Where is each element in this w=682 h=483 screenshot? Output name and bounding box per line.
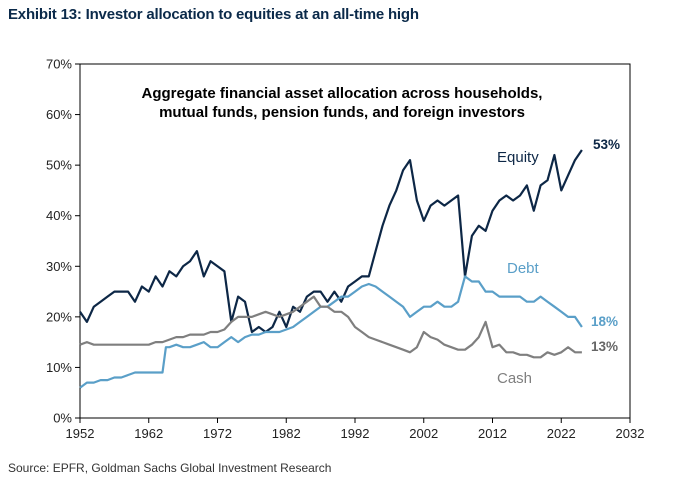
- x-tick-label: 2022: [547, 426, 576, 441]
- cash-series-line: [79, 295, 582, 359]
- x-tick-label: 2032: [616, 426, 645, 441]
- equity-end-label: 53%: [593, 137, 620, 152]
- x-tick-label: 1982: [272, 426, 301, 441]
- series-layer: [79, 149, 583, 389]
- y-tick-label: 60%: [46, 107, 72, 122]
- y-axis: 0% 10% 20% 30% 40% 50% 60% 70%: [46, 57, 80, 426]
- cash-series-label: Cash: [497, 370, 532, 387]
- debt-series-label: Debt: [507, 260, 540, 277]
- chart-subtitle-line-1: Aggregate financial asset allocation acr…: [142, 85, 543, 102]
- x-axis: 1952 1962 1972 1982 1992 2002 2012 2022 2032: [66, 418, 645, 441]
- equity-series-label: Equity: [497, 149, 539, 166]
- y-tick-label: 30%: [46, 259, 72, 274]
- x-tick-label: 1952: [66, 426, 95, 441]
- cash-end-label: 13%: [591, 339, 618, 354]
- y-tick-label: 70%: [46, 57, 72, 72]
- x-tick-label: 1962: [134, 426, 163, 441]
- source-note: Source: EPFR, Goldman Sachs Global Inves…: [8, 461, 332, 475]
- debt-end-label: 18%: [591, 314, 618, 329]
- y-tick-label: 40%: [46, 208, 72, 223]
- x-tick-label: 2002: [409, 426, 438, 441]
- y-tick-label: 20%: [46, 309, 72, 324]
- y-tick-label: 10%: [46, 360, 72, 375]
- exhibit-title: Exhibit 13: Investor allocation to equit…: [8, 6, 419, 23]
- x-tick-label: 2012: [478, 426, 507, 441]
- y-tick-label: 50%: [46, 158, 72, 173]
- x-tick-label: 1992: [341, 426, 370, 441]
- y-tick-label: 0%: [53, 411, 72, 426]
- x-tick-label: 1972: [203, 426, 232, 441]
- equity-series-line: [79, 149, 583, 334]
- chart-subtitle-line-2: mutual funds, pension funds, and foreign…: [159, 104, 525, 121]
